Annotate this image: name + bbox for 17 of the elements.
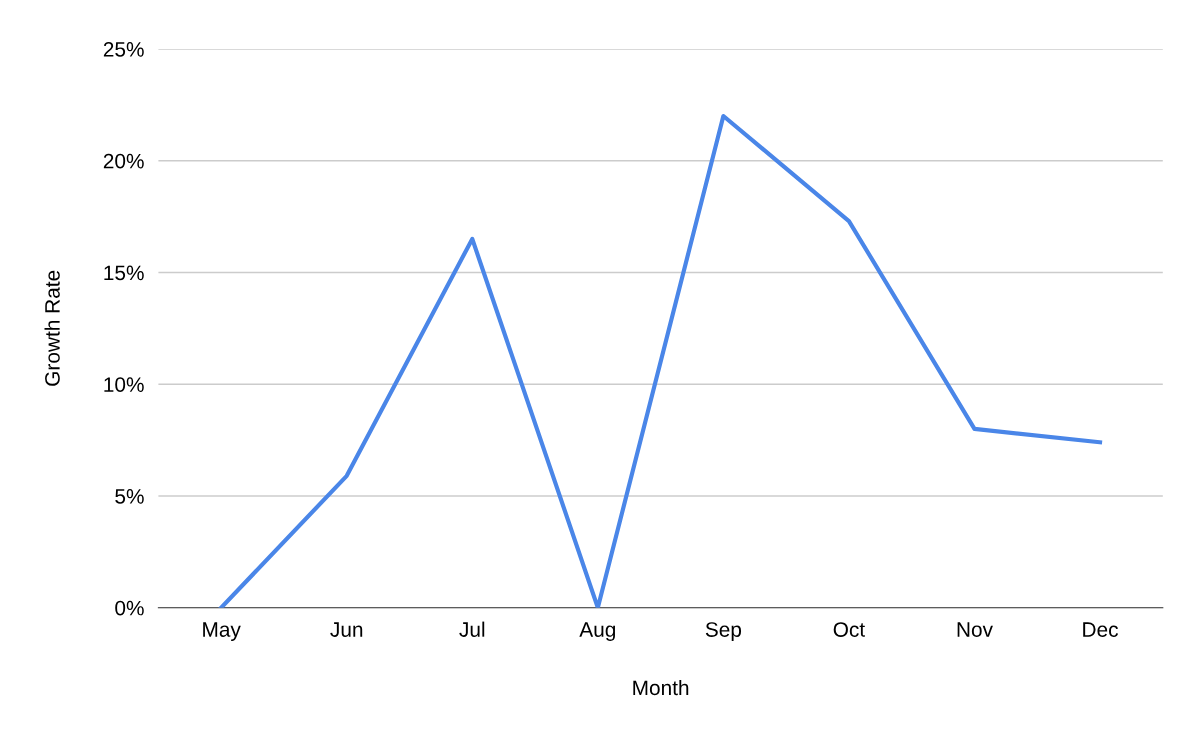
y-tick-label: 15%	[104, 265, 144, 281]
y-tick-label: 10%	[104, 377, 144, 392]
x-tick-label: Jun	[330, 622, 363, 637]
y-axis-title: Growth Rate	[44, 270, 60, 386]
y-tick-label: 5%	[115, 489, 144, 504]
x-axis-title: Month	[633, 679, 689, 696]
x-tick-label: May	[203, 622, 241, 642]
line-series	[219, 113, 1103, 608]
x-tick-label: Nov	[957, 622, 993, 637]
x-tick-label: Aug	[579, 622, 616, 642]
x-tick-label: Dec	[1083, 622, 1118, 637]
x-tick-label: Jul	[459, 621, 485, 637]
x-tick-label: Oct	[833, 622, 865, 637]
y-tick-label: 20%	[103, 153, 144, 169]
x-tick-label: Sep	[705, 622, 742, 642]
y-tick-label: 25%	[103, 41, 144, 57]
y-tick-label: 0%	[115, 600, 144, 616]
